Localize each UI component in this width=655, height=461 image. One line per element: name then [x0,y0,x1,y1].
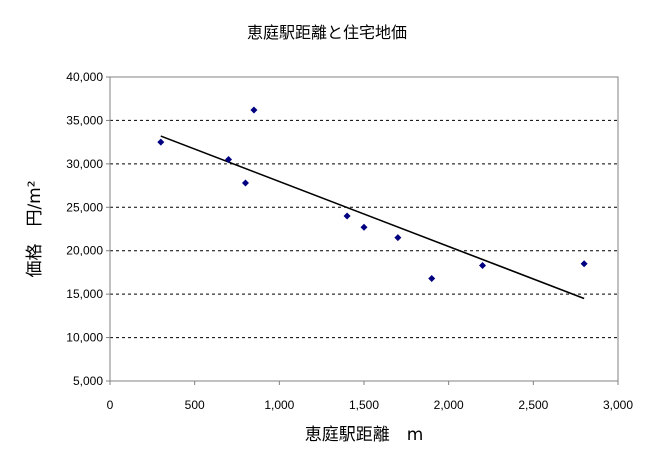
y-tick-label: 10,000 [66,331,103,345]
data-points [157,106,588,283]
y-tick-label: 20,000 [66,244,103,258]
data-point [225,156,233,164]
data-point [360,223,368,231]
data-point [479,261,487,269]
data-point [250,106,258,114]
x-tick-label: 2,500 [518,398,548,412]
data-point [343,212,351,220]
x-axis-ticks: 0 500 1,000 1,500 2,000 2,500 3,000 [107,381,633,412]
grid-lines [110,119,618,339]
y-axis-title: 価格 円/m² [25,180,45,277]
y-axis-ticks: 5,000 10,000 15,000 20,000 25,000 30,000 35,00… [66,70,110,388]
y-tick-label: 30,000 [66,157,103,171]
y-tick-label: 5,000 [73,374,103,388]
x-axis-title: 恵庭駅距離 m [305,425,424,445]
x-tick-label: 0 [107,398,114,412]
data-point [580,260,588,268]
y-tick-label: 25,000 [66,200,103,214]
chart-title: 恵庭駅距離と住宅地価 [247,23,407,42]
data-point [394,234,402,242]
data-point [428,275,436,283]
y-tick-label: 15,000 [66,287,103,301]
y-tick-label: 35,000 [66,113,103,127]
data-point [157,138,165,146]
trend-line [160,135,585,300]
x-tick-label: 1,000 [264,398,294,412]
y-tick-label: 40,000 [66,70,103,84]
data-point [241,179,249,187]
x-tick-label: 1,500 [349,398,379,412]
x-tick-label: 2,000 [434,398,464,412]
x-tick-label: 500 [185,398,205,412]
x-tick-label: 3,000 [603,398,633,412]
